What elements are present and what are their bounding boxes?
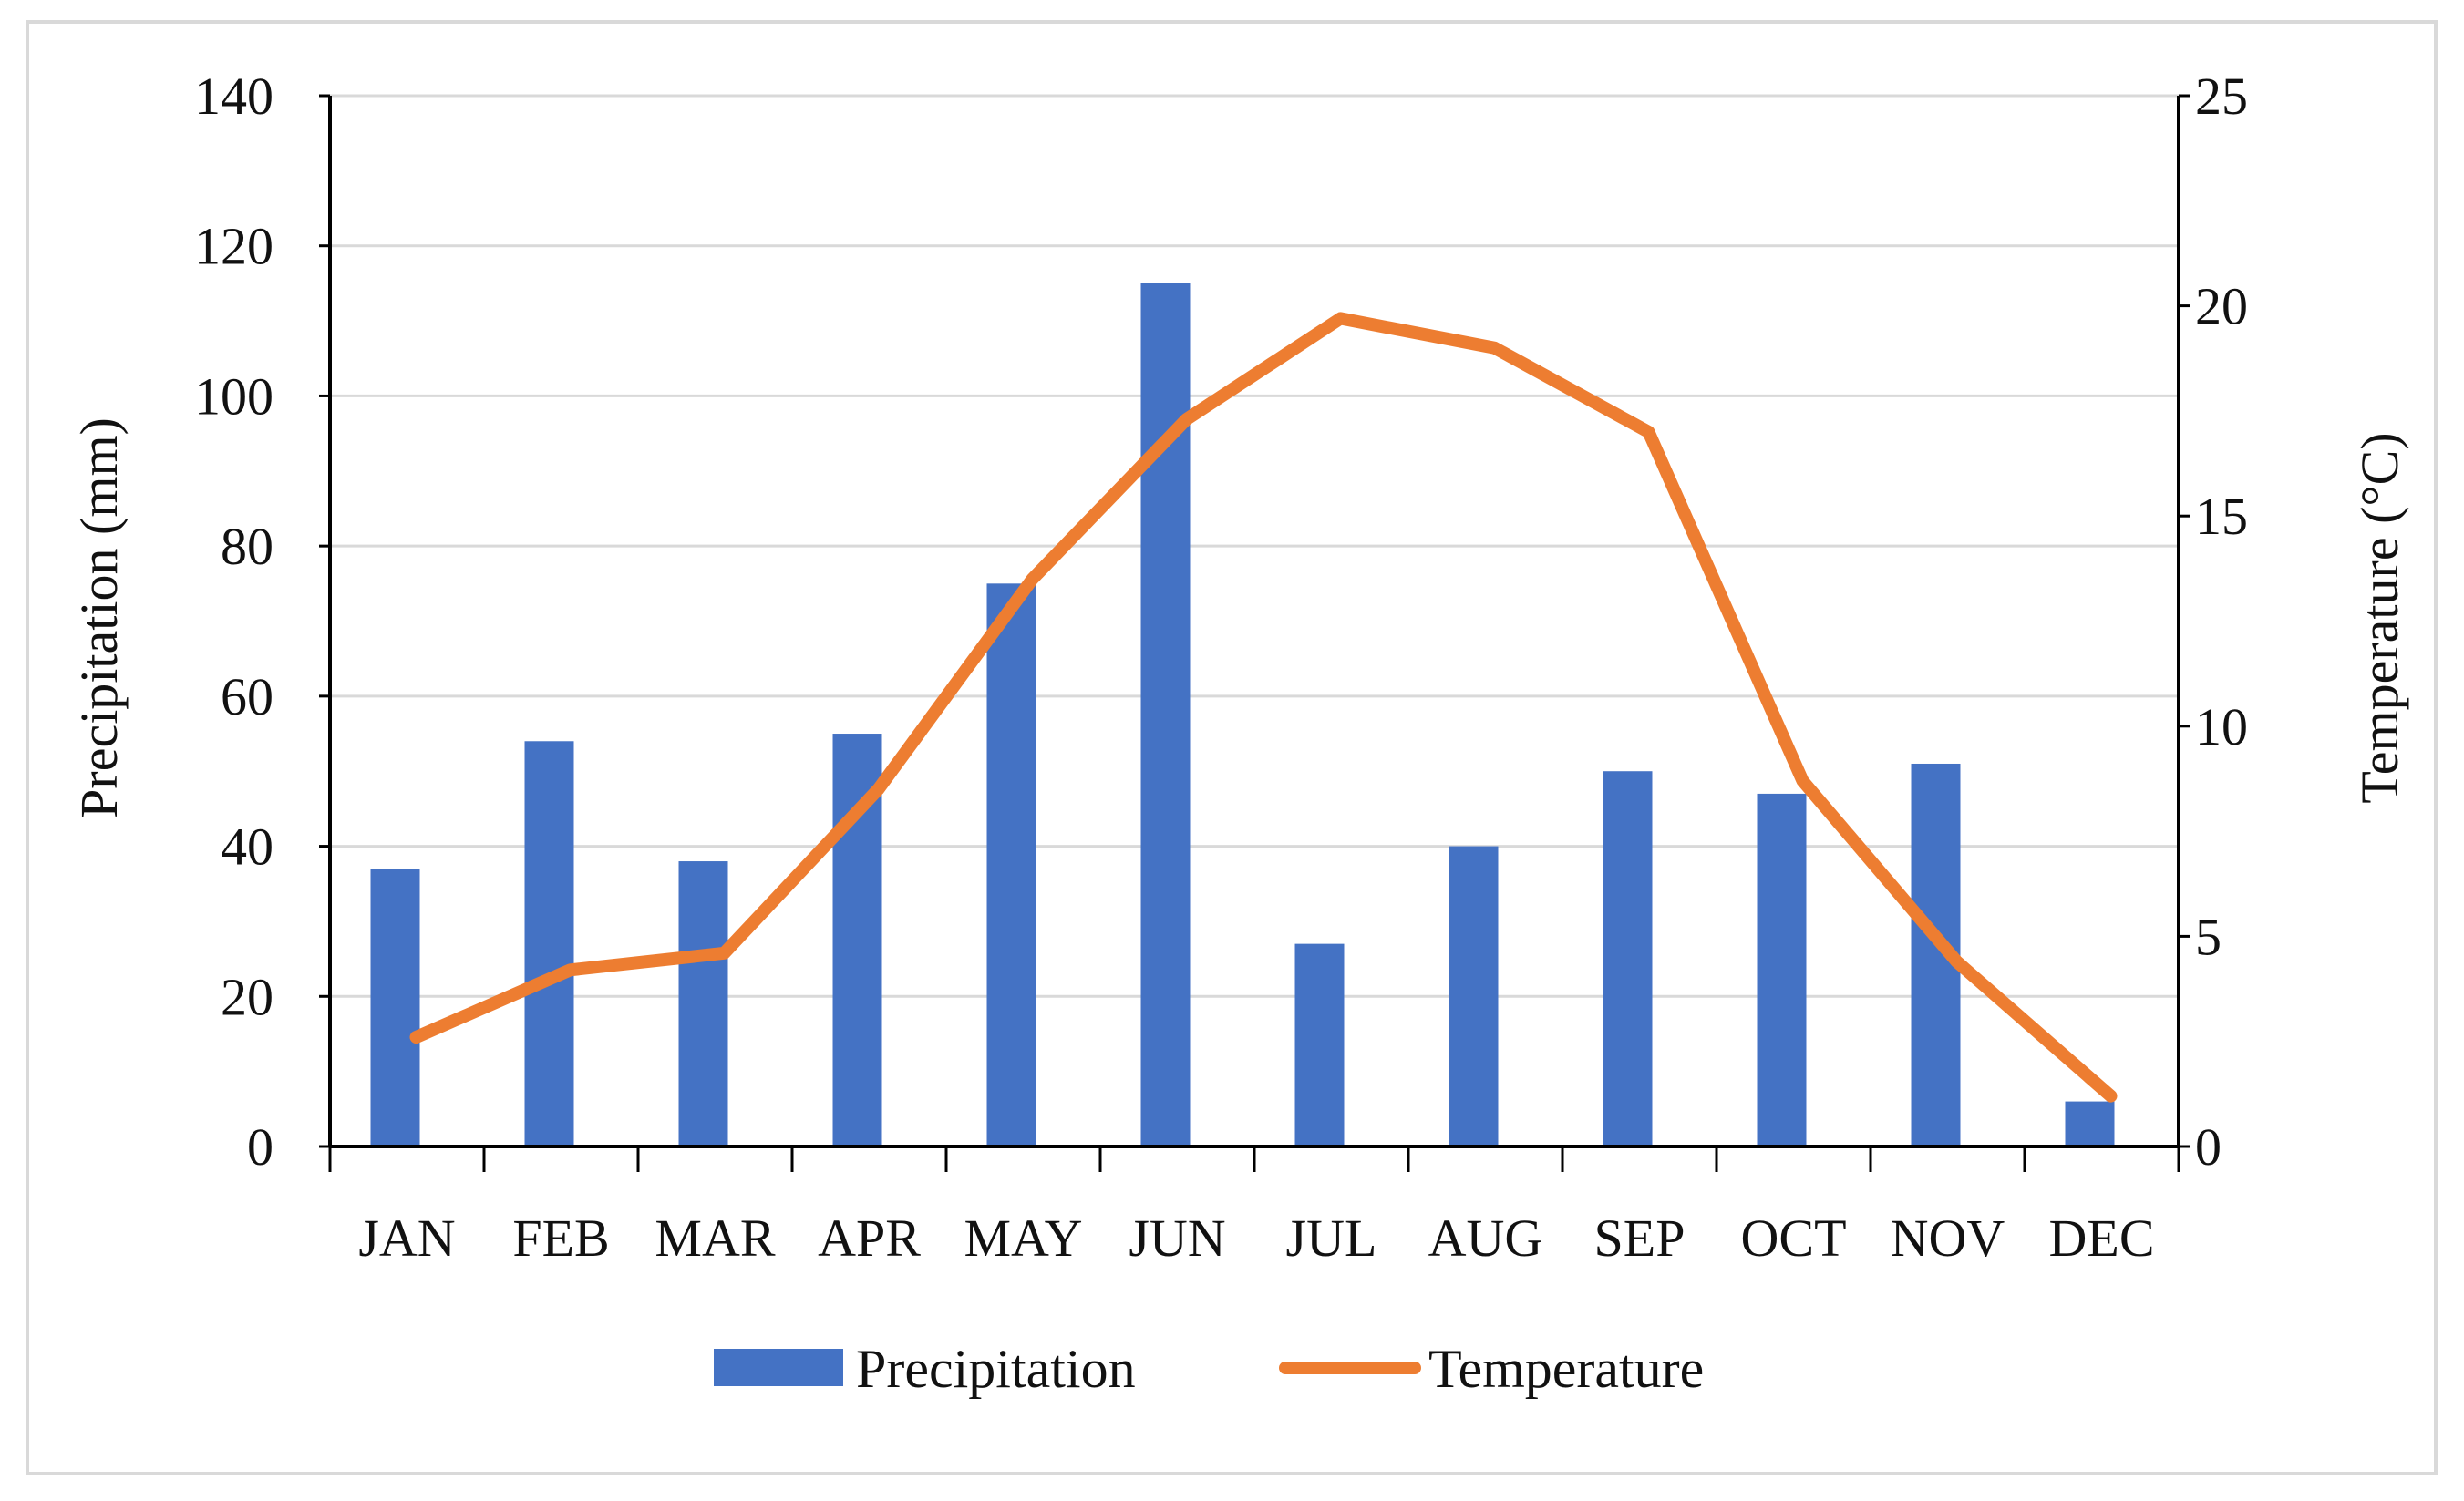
x-tick-label: NOV (1891, 1208, 2005, 1268)
y2-tick-label: 15 (2195, 487, 2248, 546)
bar-aug (1449, 846, 1499, 1146)
bar-jun (1140, 283, 1191, 1147)
bar-mar (678, 861, 728, 1146)
legend-label-precipitation: Precipitation (856, 1339, 1136, 1399)
legend-swatch-precipitation (714, 1349, 843, 1386)
temperature-line (409, 312, 2118, 1103)
y-tick-label: 80 (221, 517, 273, 576)
x-tick-label: OCT (1741, 1208, 1847, 1268)
chart-frame (26, 20, 2438, 1475)
precipitation-bars (370, 283, 2115, 1147)
x-tick-label: FEB (512, 1208, 609, 1268)
x-tick-label: DEC (2049, 1208, 2155, 1268)
bar-feb (524, 741, 574, 1146)
axes (319, 94, 2190, 1172)
axis-titles: Precipitation (mm) Temperature (°C) (69, 417, 2409, 818)
y-tick-label: 20 (221, 967, 273, 1026)
y-tick-label: 140 (194, 67, 273, 126)
y-tick-label: 120 (194, 217, 273, 276)
y-axis-title: Precipitation (mm) (69, 417, 129, 818)
bar-sep (1603, 771, 1653, 1146)
bar-jan (370, 869, 420, 1146)
temperature-series-line (409, 312, 2118, 1103)
y-tick-label: 40 (221, 817, 273, 877)
x-tick-label: SEP (1594, 1208, 1686, 1268)
x-tick-label: JUN (1129, 1208, 1225, 1268)
x-tick-label: AUG (1428, 1208, 1543, 1268)
y-tick-label: 60 (221, 667, 273, 726)
bar-jul (1294, 943, 1345, 1146)
y2-tick-label: 10 (2195, 697, 2248, 756)
x-tick-label: MAY (964, 1208, 1082, 1268)
bar-oct (1757, 793, 1807, 1146)
x-tick-label: MAR (655, 1208, 775, 1268)
bar-may (986, 583, 1036, 1146)
x-tick-label: JUL (1286, 1208, 1377, 1268)
x-tick-label: APR (818, 1208, 921, 1268)
y-tick-label: 100 (194, 366, 273, 426)
y2-tick-label: 25 (2195, 67, 2248, 126)
x-tick-label: JAN (358, 1208, 455, 1268)
y2-tick-label: 0 (2195, 1117, 2222, 1177)
legend-label-temperature: Temperature (1428, 1339, 1704, 1399)
gridlines (330, 94, 2179, 998)
legend: Precipitation Temperature (714, 1339, 1704, 1399)
tick-labels: 0 20 40 60 80 100 120 140 0 5 10 15 20 25 JAN FEB MAR APR… (194, 67, 2248, 1268)
y2-tick-label: 20 (2195, 277, 2248, 336)
y2-axis-title: Temperature (°C) (2350, 432, 2409, 803)
y2-tick-label: 5 (2195, 907, 2222, 966)
y-tick-label: 0 (247, 1117, 273, 1177)
bar-dec (2065, 1101, 2115, 1146)
